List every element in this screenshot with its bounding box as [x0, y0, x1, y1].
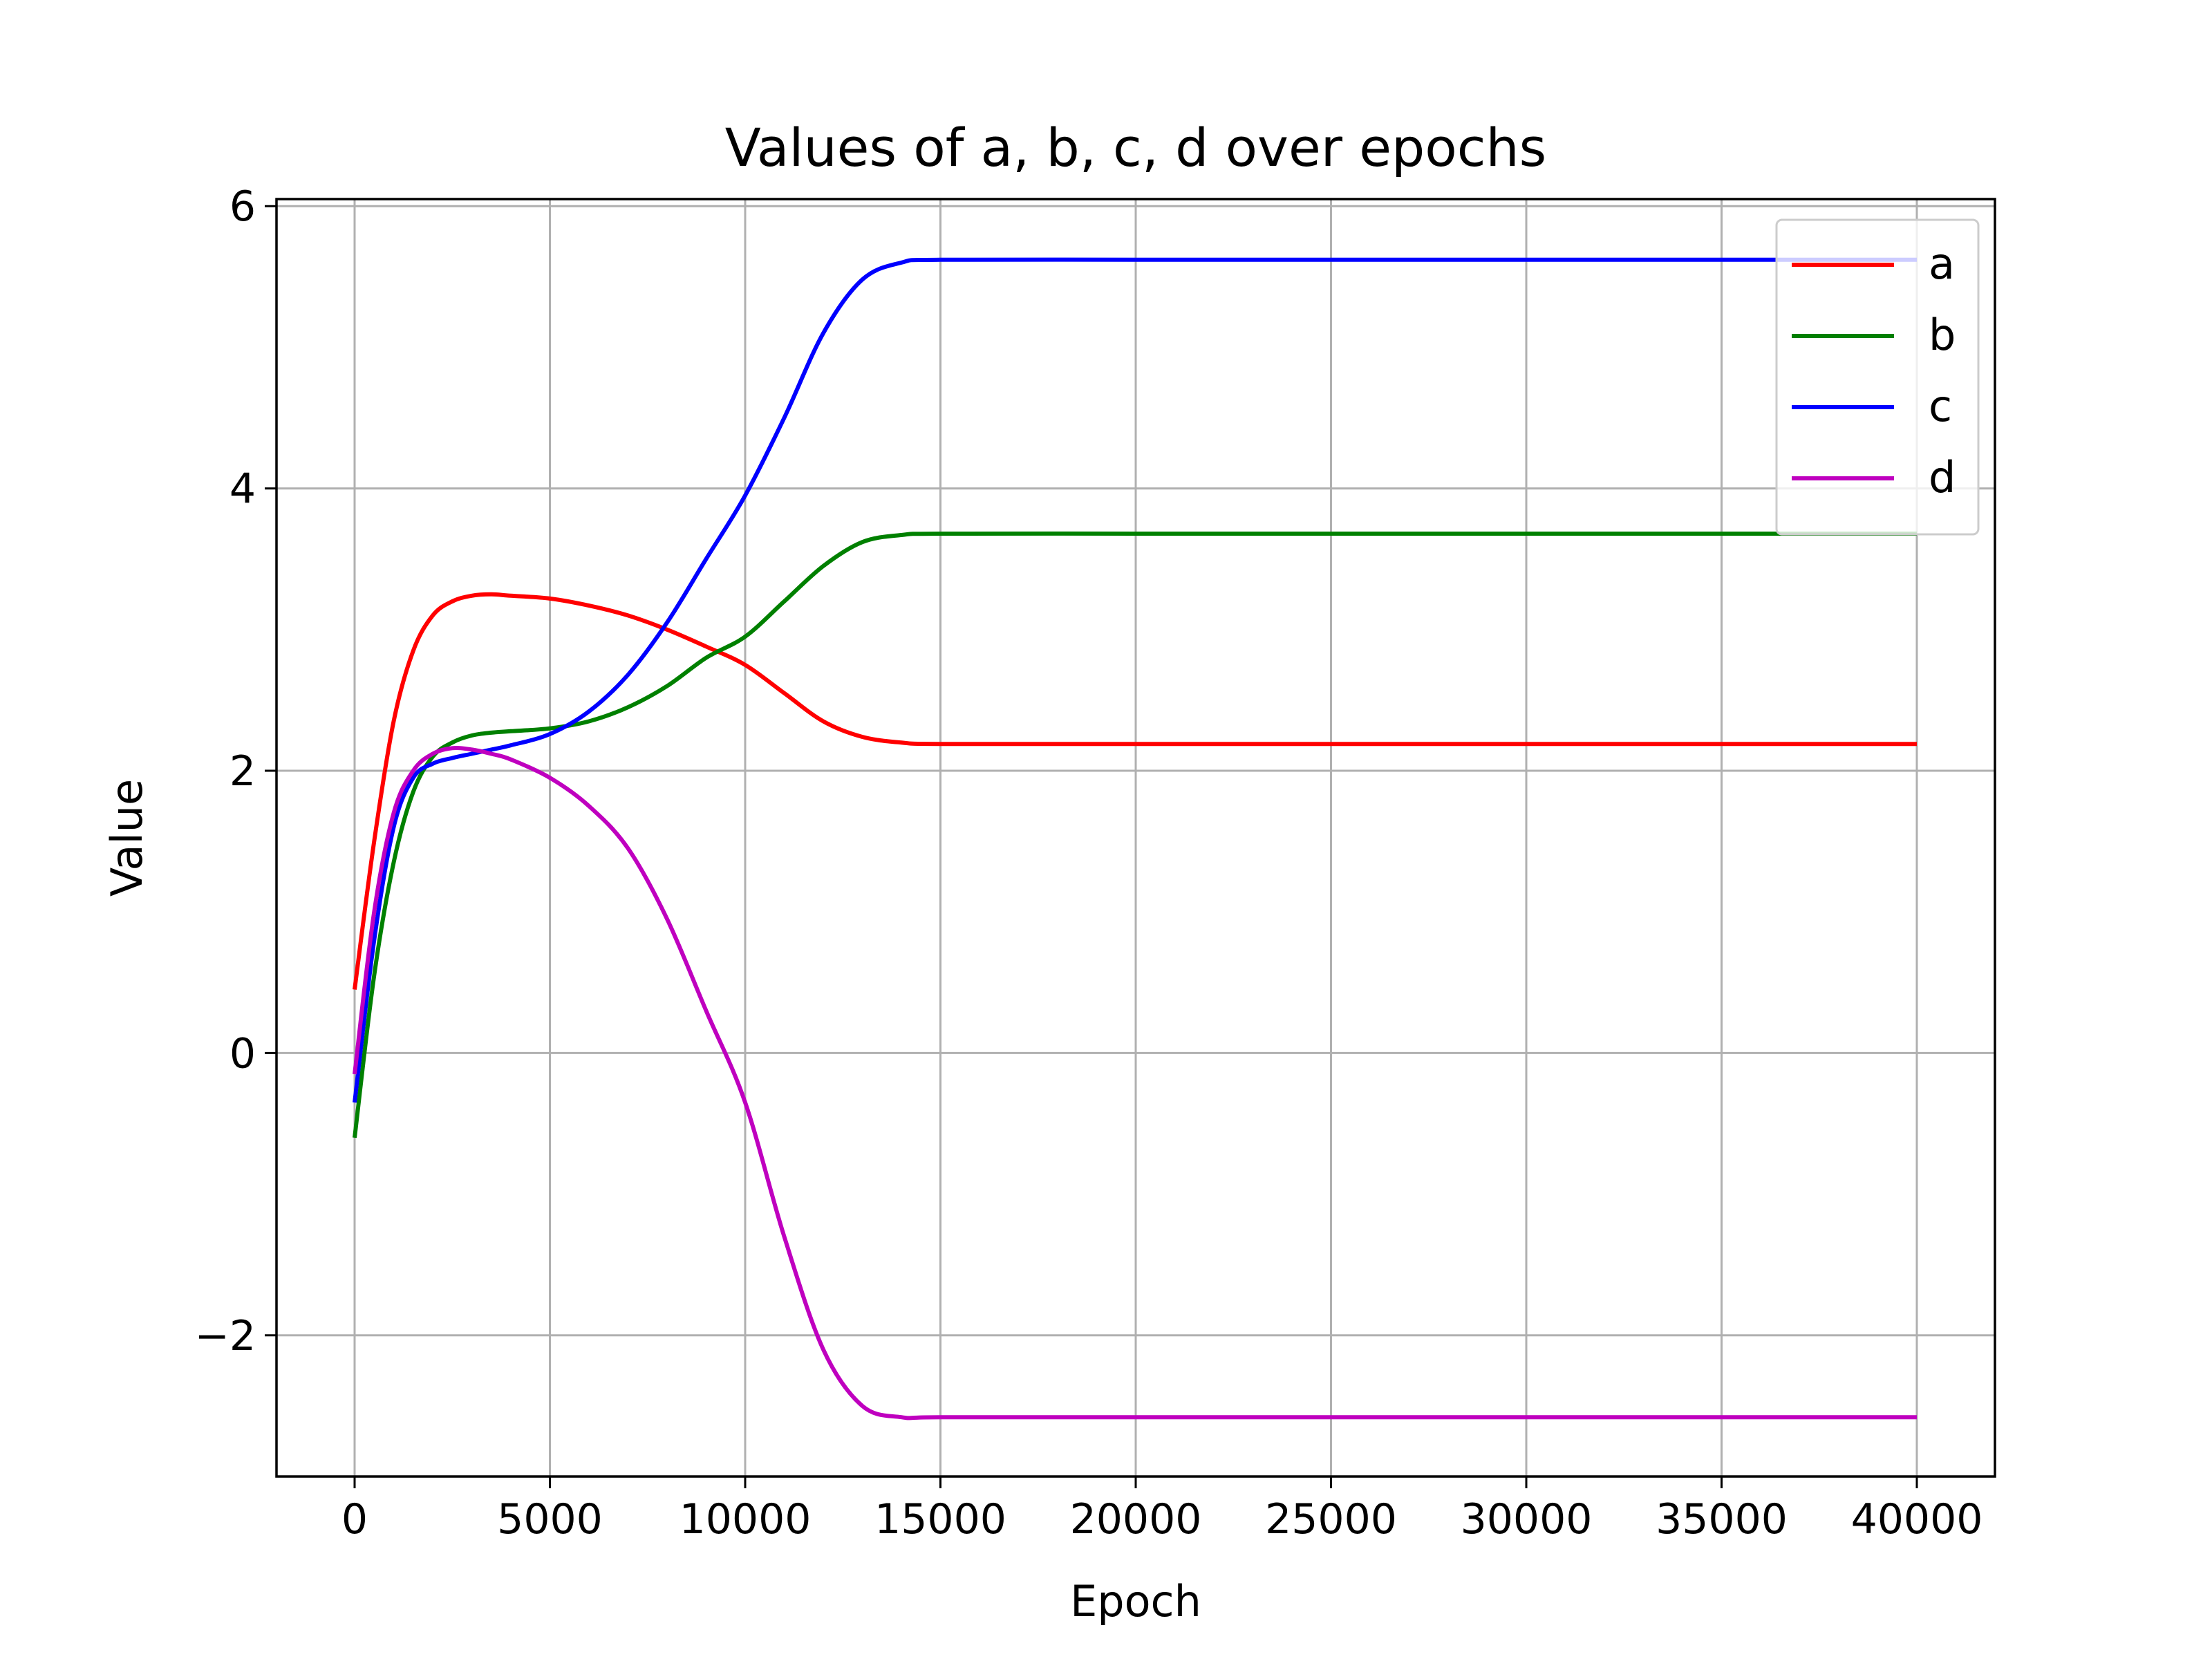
legend-label-c: c — [1929, 381, 1952, 431]
x-axis-title: Epoch — [1070, 1576, 1201, 1627]
x-tick-label: 40000 — [1851, 1495, 1983, 1544]
y-tick-label: −2 — [195, 1312, 256, 1360]
legend-label-b: b — [1929, 310, 1956, 360]
x-tick-label: 5000 — [497, 1495, 603, 1544]
x-tick-label: 15000 — [874, 1495, 1006, 1544]
chart-title: Values of a, b, c, d over epochs — [725, 117, 1547, 178]
x-tick-label: 25000 — [1265, 1495, 1397, 1544]
y-tick-label: 2 — [229, 747, 256, 796]
series-line-c — [353, 257, 1917, 1103]
series-lines — [353, 257, 1917, 1421]
x-tick-label: 20000 — [1070, 1495, 1202, 1544]
axis-ticks: 0 5000 10000 15000 20000 25000 30000 35000 40000… — [195, 182, 1983, 1544]
y-tick-label: 4 — [229, 465, 256, 514]
x-tick-label: 30000 — [1461, 1495, 1593, 1544]
x-tick-label: 35000 — [1656, 1495, 1788, 1544]
y-axis-title: Value — [102, 779, 152, 897]
y-tick-label: 6 — [229, 182, 256, 231]
y-tick-label: 0 — [229, 1029, 256, 1078]
series-line-a — [353, 592, 1917, 990]
legend-label-d: d — [1929, 452, 1956, 503]
legend-box — [1775, 218, 1980, 536]
legend-label-a: a — [1929, 238, 1955, 289]
x-tick-label: 10000 — [679, 1495, 812, 1544]
x-tick-label: 0 — [341, 1495, 368, 1544]
series-line-d — [353, 746, 1917, 1421]
